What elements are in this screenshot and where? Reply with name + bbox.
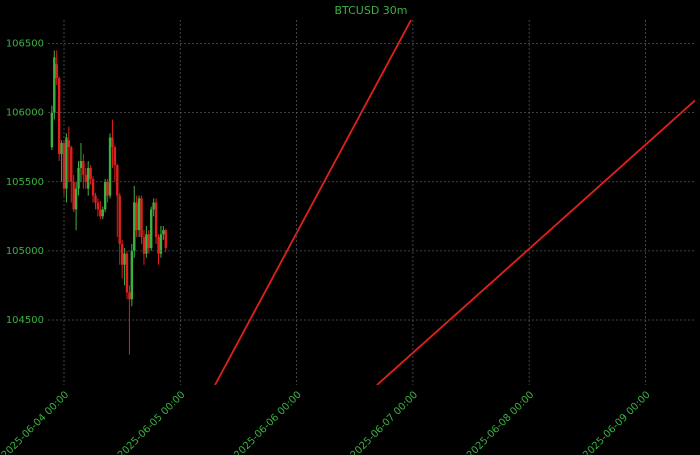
- candle-body: [147, 234, 150, 249]
- candle-body: [60, 143, 63, 155]
- candle-body: [84, 174, 87, 182]
- x-tick-label: 2025-06-05 00:00: [116, 389, 188, 455]
- y-tick-label: 106000: [6, 108, 44, 119]
- candle-body: [130, 250, 134, 300]
- candle-body: [96, 202, 100, 210]
- candle-body: [77, 167, 80, 189]
- x-tick-label: 2025-06-07 00:00: [349, 389, 421, 455]
- candle-body: [113, 147, 117, 166]
- candle-body: [82, 161, 85, 175]
- candle-body: [120, 243, 124, 265]
- trend-line: [376, 99, 695, 385]
- y-tick-label: 105000: [6, 246, 44, 257]
- candle-body: [91, 178, 95, 196]
- candle-body: [65, 137, 68, 189]
- candle-body: [145, 234, 148, 254]
- chart-title: BTCUSD 30m: [334, 4, 407, 17]
- candle-body: [57, 78, 61, 155]
- candle-body: [74, 188, 78, 210]
- x-tick-label: 2025-06-06 00:00: [232, 389, 304, 455]
- candle-body: [55, 64, 58, 79]
- candle-body: [162, 230, 165, 235]
- candle-body: [106, 181, 109, 196]
- candle-body: [89, 167, 92, 179]
- candle-body: [159, 234, 163, 254]
- candle-body: [101, 209, 104, 217]
- candle-body: [70, 147, 73, 182]
- candle-body: [140, 198, 143, 238]
- y-tick-label: 106500: [6, 39, 44, 50]
- x-tick-label: 2025-06-09 00:00: [581, 389, 653, 455]
- x-tick-label: 2025-06-08 00:00: [465, 389, 537, 455]
- candle-body: [142, 237, 146, 254]
- y-tick-label: 105500: [6, 177, 44, 188]
- candle-body: [152, 202, 155, 210]
- candle-body: [72, 181, 75, 210]
- candle-body: [118, 195, 121, 244]
- trend-line: [214, 20, 412, 385]
- candle-body: [108, 137, 112, 196]
- candle-body: [157, 237, 160, 254]
- candle-body: [111, 137, 114, 148]
- plot-area: [50, 20, 695, 385]
- y-tick-label: 104500: [6, 315, 44, 326]
- candle-body: [94, 195, 97, 203]
- candle-body: [150, 209, 153, 249]
- candle-body: [137, 198, 141, 231]
- candle-body: [103, 181, 107, 210]
- candle-body: [135, 202, 138, 231]
- candle-body: [123, 253, 126, 265]
- candle-body: [67, 140, 71, 148]
- candle-body: [53, 57, 56, 113]
- candle-body: [133, 202, 136, 251]
- candle-body: [116, 165, 119, 196]
- x-tick-label: 2025-06-04 00:00: [0, 389, 71, 455]
- candle-body: [99, 209, 102, 217]
- candle-body: [164, 230, 167, 249]
- candle-body: [125, 253, 129, 293]
- candle-body: [79, 161, 83, 168]
- candle-body: [154, 202, 158, 238]
- candle-body: [87, 167, 90, 189]
- candle-body: [128, 292, 131, 300]
- candle-body: [50, 112, 54, 148]
